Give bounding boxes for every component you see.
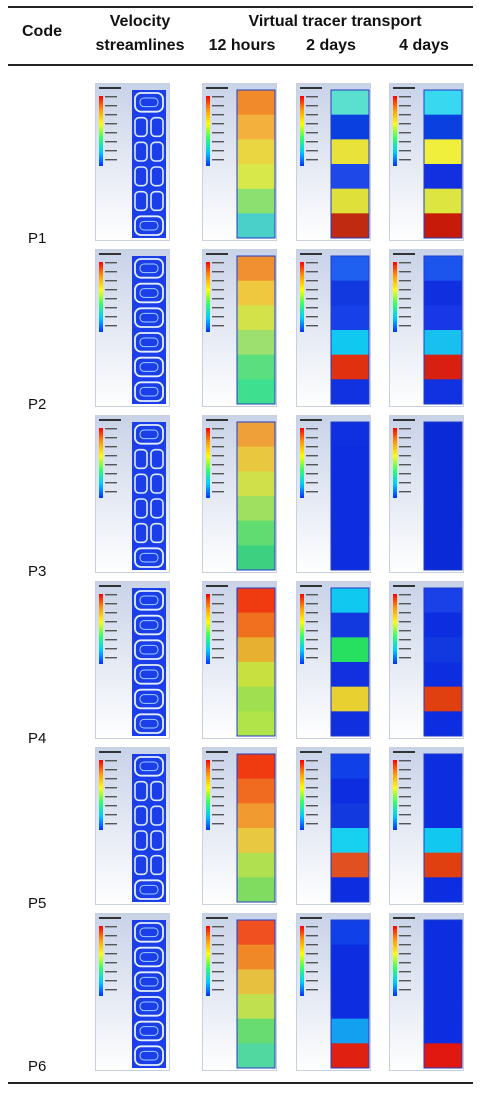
tracer-transport-image	[202, 83, 277, 241]
row-code-p5: P5	[28, 895, 47, 912]
header-4-days: 4 days	[399, 37, 449, 54]
header-velocity-line1: Velocity	[109, 13, 171, 30]
tracer-transport-image	[389, 581, 464, 739]
row-code-p1: P1	[28, 230, 47, 247]
row-code-p4: P4	[28, 730, 47, 747]
tracer-transport-image	[296, 913, 371, 1071]
velocity-streamlines-image	[95, 415, 170, 573]
tracer-transport-image	[389, 747, 464, 905]
row-code-p6: P6	[28, 1058, 47, 1075]
velocity-streamlines-image	[95, 747, 170, 905]
bottom-rule	[8, 1082, 473, 1084]
header-tracer-group: Virtual tracer transport	[248, 13, 422, 30]
header-2-days: 2 days	[306, 37, 356, 54]
tracer-transport-image	[389, 415, 464, 573]
tracer-transport-image	[202, 913, 277, 1071]
tracer-transport-image	[296, 415, 371, 573]
velocity-streamlines-image	[95, 913, 170, 1071]
tracer-transport-image	[389, 913, 464, 1071]
velocity-streamlines-image	[95, 249, 170, 407]
tracer-transport-image	[202, 747, 277, 905]
header-rule	[8, 64, 473, 66]
top-rule	[8, 6, 473, 8]
tracer-transport-image	[296, 581, 371, 739]
tracer-transport-image	[389, 249, 464, 407]
row-code-p3: P3	[28, 563, 47, 580]
tracer-transport-image	[202, 581, 277, 739]
header-velocity-line2: streamlines	[95, 37, 185, 54]
tracer-transport-image	[202, 415, 277, 573]
row-code-p2: P2	[28, 396, 47, 413]
header-12-hours: 12 hours	[208, 37, 276, 54]
velocity-streamlines-image	[95, 581, 170, 739]
tracer-transport-image	[296, 249, 371, 407]
tracer-transport-image	[202, 249, 277, 407]
velocity-streamlines-image	[95, 83, 170, 241]
tracer-transport-image	[389, 83, 464, 241]
tracer-transport-image	[296, 747, 371, 905]
header-code: Code	[22, 23, 62, 40]
tracer-transport-image	[296, 83, 371, 241]
